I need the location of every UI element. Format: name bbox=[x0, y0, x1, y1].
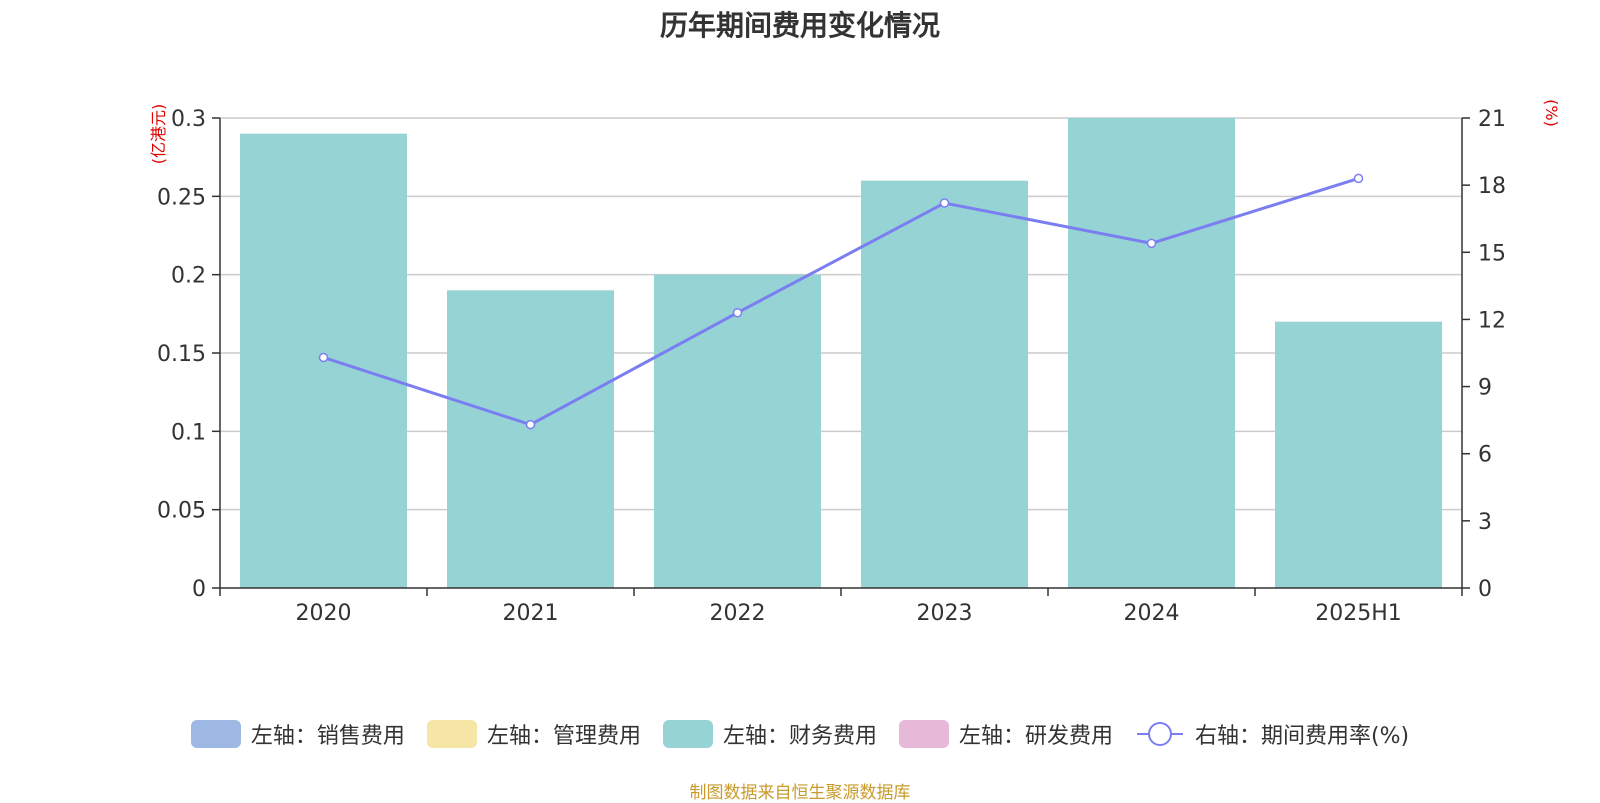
legend-label-finance: 左轴：财务费用 bbox=[722, 724, 877, 749]
expense-ratio-point-2020 bbox=[318, 352, 329, 363]
expense-ratio-point-2021 bbox=[525, 419, 536, 430]
right-axis-tick-label: 21 bbox=[1478, 107, 1506, 132]
source-note: 制图数据来自恒生聚源数据库 bbox=[689, 783, 911, 803]
left-axis-unit: (亿港元) bbox=[149, 104, 168, 165]
left-axis-tick-label: 0.1 bbox=[171, 420, 206, 445]
legend-label-admin: 左轴：管理费用 bbox=[486, 724, 641, 749]
legend: 左轴：销售费用 左轴：管理费用 左轴：财务费用 左轴：研发费用 右轴：期间费用率… bbox=[0, 718, 1600, 750]
line-series bbox=[318, 173, 1364, 430]
x-axis-tick-label-2025H1: 2025H1 bbox=[1315, 601, 1402, 626]
right-axis-tick-label: 3 bbox=[1478, 510, 1492, 535]
left-axis-tick-label: 0.25 bbox=[157, 185, 206, 210]
right-axis-tick-label: 15 bbox=[1478, 241, 1506, 266]
bar-series bbox=[240, 118, 1442, 588]
x-axis-tick-label-2024: 2024 bbox=[1124, 601, 1180, 626]
legend-item-admin[interactable]: 左轴：管理费用 bbox=[426, 718, 641, 750]
bar-2022 bbox=[654, 274, 821, 588]
expense-ratio-point-2024 bbox=[1146, 238, 1157, 249]
expense-ratio-line bbox=[323, 176, 1359, 427]
x-axis-tick-label-2021: 2021 bbox=[503, 601, 559, 626]
legend-item-sales[interactable]: 左轴：销售费用 bbox=[190, 718, 405, 750]
legend-item-expense-ratio[interactable]: 右轴：期间费用率(%) bbox=[1135, 718, 1409, 750]
bar-2024 bbox=[1068, 118, 1235, 588]
expense-ratio-point-2022 bbox=[732, 307, 743, 318]
right-axis-tick-label: 0 bbox=[1478, 577, 1492, 602]
grid-lines bbox=[220, 117, 1462, 511]
expense-ratio-point-2023 bbox=[939, 198, 950, 208]
legend-label-expense-ratio: 右轴：期间费用率(%) bbox=[1194, 724, 1410, 749]
legend-swatch-finance bbox=[662, 720, 713, 748]
x-axis-tick-label-2022: 2022 bbox=[710, 601, 766, 626]
legend-label-rnd: 左轴：研发费用 bbox=[958, 724, 1113, 749]
expense-ratio-point-2025H1 bbox=[1353, 173, 1364, 184]
legend-swatch-admin bbox=[426, 720, 477, 748]
left-axis-tick-label: 0.3 bbox=[171, 107, 206, 132]
right-axis-tick-label: 6 bbox=[1478, 443, 1492, 468]
legend-swatch-expense-ratio bbox=[1136, 722, 1183, 746]
legend-swatch-rnd bbox=[898, 720, 949, 748]
right-axis-tick-label: 9 bbox=[1478, 376, 1492, 401]
bar-2025H1 bbox=[1275, 321, 1442, 588]
left-axis-tick-label: 0.05 bbox=[157, 499, 206, 524]
chart-title: 历年期间费用变化情况 bbox=[659, 9, 940, 42]
left-axis-tick-label: 0 bbox=[192, 577, 206, 602]
bar-2021 bbox=[447, 290, 614, 588]
axes: 0 0.05 0.1 0.15 0.2 0.25 0.3 0 3 6 9 12 15 18 21 2020 20… bbox=[157, 107, 1506, 626]
right-axis-tick-label: 12 bbox=[1478, 308, 1506, 333]
left-axis-tick-label: 0.15 bbox=[157, 342, 206, 367]
legend-item-rnd[interactable]: 左轴：研发费用 bbox=[898, 718, 1113, 750]
bar-2023 bbox=[861, 180, 1028, 588]
legend-label-sales: 左轴：销售费用 bbox=[250, 724, 405, 749]
x-axis-tick-label-2023: 2023 bbox=[917, 601, 973, 626]
x-axis-tick-label-2020: 2020 bbox=[296, 601, 352, 626]
right-axis-tick-label: 18 bbox=[1478, 174, 1506, 199]
right-axis-unit: (%) bbox=[1542, 99, 1561, 127]
legend-swatch-sales bbox=[190, 720, 241, 748]
legend-item-finance[interactable]: 左轴：财务费用 bbox=[662, 718, 877, 750]
left-axis-tick-label: 0.2 bbox=[171, 264, 206, 289]
